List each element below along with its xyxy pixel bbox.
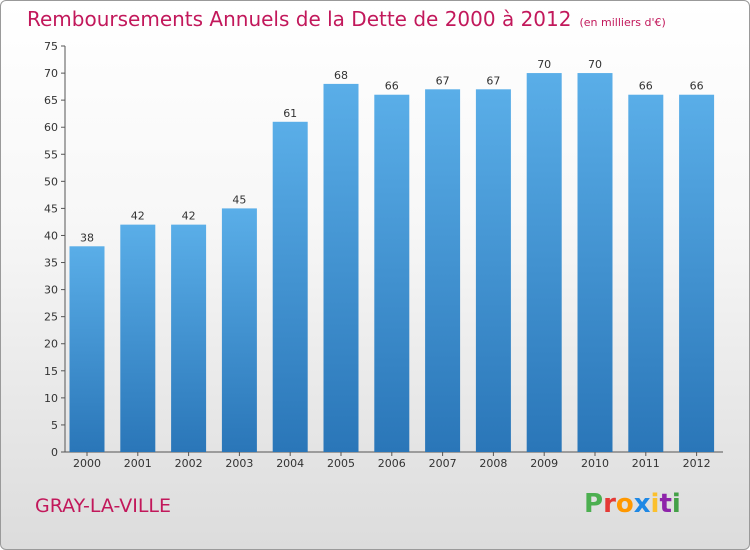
chart-title-text: Remboursements Annuels de la Dette de 20…	[27, 7, 572, 31]
data-label: 66	[690, 80, 704, 93]
y-tick-label: 70	[44, 67, 58, 80]
bar	[526, 73, 562, 453]
data-label: 45	[232, 193, 246, 206]
data-label: 38	[80, 231, 94, 244]
logo-letter: t	[659, 489, 672, 519]
y-tick-label: 5	[51, 419, 58, 432]
x-tick-label: 2005	[327, 457, 355, 470]
data-label: 70	[588, 58, 602, 71]
labels: 2000 38 2001 42 2002 42 2003 45 2004 61 2005 68 2006…	[73, 58, 711, 470]
x-tick-label: 2007	[429, 457, 457, 470]
x-tick-label: 2008	[479, 457, 507, 470]
y-tick-label: 25	[44, 311, 58, 324]
bars	[69, 73, 715, 453]
y-tick-label: 0	[51, 446, 58, 459]
data-label: 61	[283, 107, 297, 120]
logo-letter: i	[650, 489, 660, 519]
data-label: 66	[385, 80, 399, 93]
data-label: 42	[182, 210, 196, 223]
logo-letter: r	[603, 489, 616, 519]
x-tick-label: 2002	[175, 457, 203, 470]
proxiti-logo: Proxiti	[584, 489, 681, 519]
bar	[221, 208, 257, 452]
y-tick-label: 50	[44, 175, 58, 188]
data-label: 67	[436, 74, 450, 87]
data-label: 70	[537, 58, 551, 71]
bar	[323, 83, 359, 452]
x-tick-label: 2012	[683, 457, 711, 470]
logo-letter: P	[584, 489, 604, 519]
data-label: 42	[131, 210, 145, 223]
bar	[679, 94, 715, 452]
y-tick-label: 15	[44, 365, 58, 378]
y-tick-label: 30	[44, 284, 58, 297]
x-tick-label: 2010	[581, 457, 609, 470]
city-name: GRAY-LA-VILLE	[35, 495, 172, 517]
data-label: 66	[639, 80, 653, 93]
data-label: 67	[486, 74, 500, 87]
y-tick-label: 20	[44, 338, 58, 351]
logo-letter: o	[615, 489, 634, 519]
bar	[171, 224, 207, 452]
x-tick-label: 2001	[124, 457, 152, 470]
logo-letter: i	[671, 489, 681, 519]
bar	[475, 89, 511, 452]
y-tick-label: 75	[44, 40, 58, 53]
y-tick-label: 45	[44, 202, 58, 215]
x-tick-label: 2006	[378, 457, 406, 470]
y-tick-label: 40	[44, 229, 58, 242]
bar	[374, 94, 410, 452]
chart-title: Remboursements Annuels de la Dette de 20…	[27, 7, 666, 31]
y-tick-label: 10	[44, 392, 58, 405]
bar	[272, 121, 308, 452]
data-label: 68	[334, 69, 348, 82]
x-tick-label: 2003	[225, 457, 253, 470]
y-tick-label: 65	[44, 94, 58, 107]
bar	[577, 73, 613, 453]
chart-unit: (en milliers d'€)	[579, 16, 666, 29]
x-tick-label: 2011	[632, 457, 660, 470]
bar	[69, 246, 105, 452]
y-tick-label: 55	[44, 148, 58, 161]
y-tick-label: 60	[44, 121, 58, 134]
x-tick-label: 2004	[276, 457, 304, 470]
bar	[120, 224, 156, 452]
logo-letter: x	[633, 489, 651, 519]
bar	[425, 89, 461, 452]
x-tick-label: 2009	[530, 457, 558, 470]
x-tick-label: 2000	[73, 457, 101, 470]
y-tick-label: 35	[44, 257, 58, 270]
bar	[628, 94, 664, 452]
